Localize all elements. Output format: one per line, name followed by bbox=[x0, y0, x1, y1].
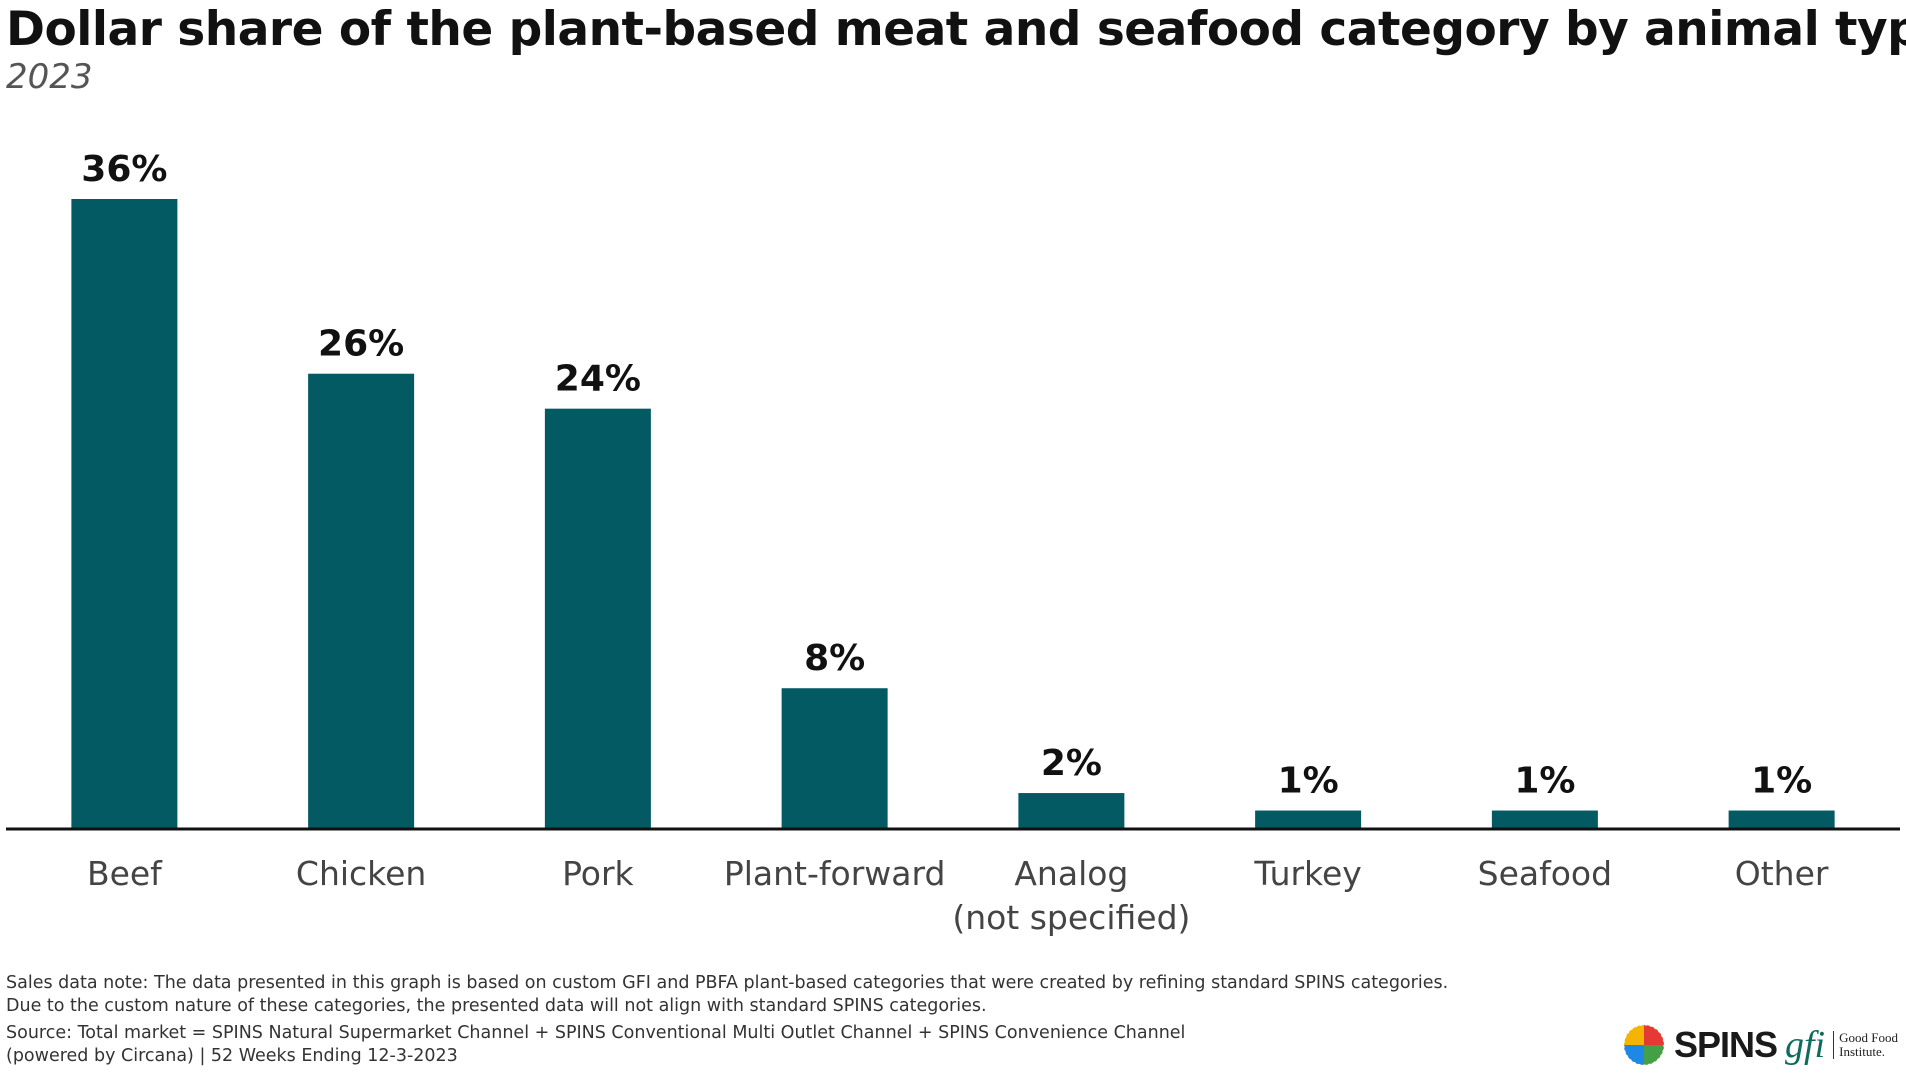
x-tick-label: Beef bbox=[87, 854, 163, 893]
data-label: 26% bbox=[318, 324, 404, 365]
bar-plant-forward bbox=[781, 688, 888, 828]
x-tick-label: Other bbox=[1735, 854, 1829, 893]
x-tick-label: Turkey bbox=[1253, 854, 1361, 893]
bar-pork bbox=[544, 408, 651, 828]
data-label: 8% bbox=[804, 638, 865, 679]
bar-seafood bbox=[1491, 810, 1598, 828]
x-tick-label: Pork bbox=[562, 854, 634, 893]
sales-note-line-1: Sales data note: The data presented in t… bbox=[6, 973, 1449, 993]
bar-analog-not-specified- bbox=[1018, 793, 1125, 828]
bar-beef bbox=[71, 199, 178, 828]
spins-globe-icon bbox=[1623, 1024, 1665, 1066]
data-label: 24% bbox=[555, 359, 641, 400]
data-label: 36% bbox=[81, 149, 167, 190]
chart-title: Dollar share of the plant-based meat and… bbox=[6, 2, 1906, 57]
source-line-2: (powered by Circana) | 52 Weeks Ending 1… bbox=[6, 1046, 458, 1066]
x-tick-label: Plant-forward bbox=[724, 854, 946, 893]
x-tick-label: Seafood bbox=[1478, 854, 1612, 893]
data-label: 1% bbox=[1751, 761, 1812, 802]
spins-logo-text: SPINS bbox=[1673, 1024, 1778, 1065]
x-tick-label: Analog bbox=[1014, 854, 1128, 893]
bar-chicken bbox=[308, 373, 415, 828]
gfi-tagline: Good Food Institute. bbox=[1833, 1031, 1898, 1059]
bar-chart: 36% Beef 26% Chicken 24% Pork 8% Plant-forward 2… bbox=[6, 149, 1900, 937]
gfi-tagline-line-1: Good Food bbox=[1839, 1030, 1898, 1045]
chart-subtitle: 2023 bbox=[6, 57, 93, 97]
gfi-logo-text: gfi bbox=[1785, 1024, 1826, 1066]
source-line-1: Source: Total market = SPINS Natural Sup… bbox=[6, 1023, 1186, 1043]
footnotes: Sales data note: The data presented in t… bbox=[6, 972, 1448, 1068]
x-tick-label: (not specified) bbox=[952, 898, 1190, 937]
gfi-tagline-line-2: Institute. bbox=[1839, 1044, 1885, 1059]
sales-note-line-2: Due to the custom nature of these catego… bbox=[6, 996, 987, 1016]
data-label: 1% bbox=[1278, 761, 1339, 802]
bar-other bbox=[1728, 810, 1835, 828]
data-label: 1% bbox=[1514, 761, 1575, 802]
bar-turkey bbox=[1255, 810, 1362, 828]
data-label: 2% bbox=[1041, 743, 1102, 784]
logos: SPINS gfi Good Food Institute. bbox=[1622, 1020, 1898, 1070]
x-tick-label: Chicken bbox=[296, 854, 426, 893]
